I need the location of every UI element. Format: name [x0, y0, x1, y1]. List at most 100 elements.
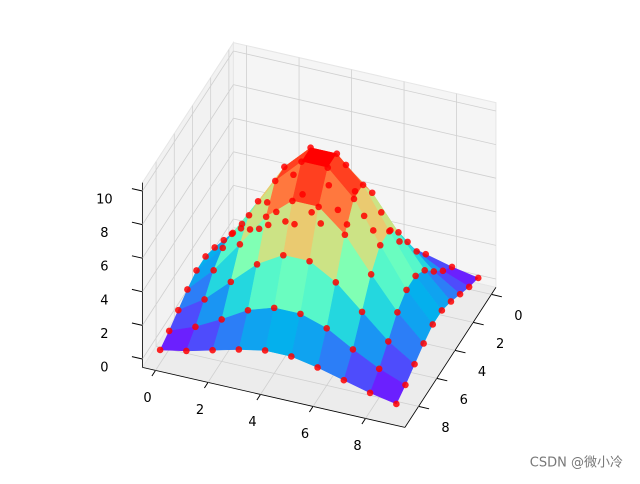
point	[366, 389, 374, 397]
y-tick-label: 4	[478, 365, 486, 380]
point	[325, 181, 333, 189]
x-tick-label: 6	[301, 427, 309, 442]
grid-line	[142, 185, 234, 326]
z-tick	[131, 221, 143, 226]
point	[376, 241, 384, 249]
point	[439, 267, 447, 275]
point	[447, 298, 455, 305]
point	[375, 365, 383, 373]
point	[394, 308, 401, 316]
point	[334, 206, 342, 214]
y-tick	[473, 321, 484, 326]
y-tick	[436, 377, 448, 382]
point	[264, 221, 272, 229]
y-tick	[454, 349, 466, 354]
y-tick-label: 0	[514, 309, 522, 324]
grid-line	[142, 117, 234, 259]
grid-line	[233, 50, 497, 112]
z-tick	[131, 188, 143, 192]
point	[220, 236, 228, 244]
point	[288, 353, 295, 360]
point	[393, 400, 400, 408]
point	[341, 231, 349, 239]
point	[396, 238, 403, 245]
point	[308, 208, 315, 216]
x-tick-label: 2	[196, 403, 204, 418]
z-tick-label: 6	[100, 260, 108, 275]
point	[184, 286, 191, 293]
point	[228, 230, 236, 238]
z-tick-label: 8	[100, 226, 108, 241]
point	[349, 346, 357, 353]
grid-line	[233, 117, 497, 179]
point	[281, 163, 288, 171]
grid-line	[142, 151, 234, 293]
y-tick	[418, 405, 430, 410]
point	[165, 327, 173, 335]
point	[316, 155, 324, 163]
point	[351, 187, 359, 195]
point	[280, 251, 287, 259]
y-tick-label: 6	[460, 393, 468, 408]
point	[314, 364, 321, 371]
point	[307, 144, 314, 152]
point	[290, 171, 297, 179]
point	[402, 381, 409, 389]
point	[367, 271, 375, 278]
point	[262, 213, 270, 221]
point	[192, 323, 199, 331]
watermark: CSDN @微小冷	[530, 456, 623, 471]
point	[340, 376, 348, 384]
point	[412, 272, 419, 280]
point	[369, 227, 377, 234]
point	[438, 307, 446, 314]
point	[227, 278, 235, 286]
point	[175, 306, 182, 314]
point	[273, 208, 280, 216]
point	[386, 227, 393, 235]
grid-line	[233, 84, 497, 145]
point	[413, 248, 420, 255]
grid-line	[155, 346, 419, 407]
point	[343, 221, 351, 228]
y-tick-label: 8	[441, 421, 449, 436]
point	[323, 324, 331, 332]
z-tick	[131, 288, 143, 293]
point	[385, 338, 392, 345]
point	[448, 263, 456, 271]
point	[456, 290, 464, 298]
point	[404, 238, 411, 246]
point	[202, 253, 209, 260]
x-tick	[151, 370, 156, 377]
point	[270, 304, 278, 312]
point	[291, 220, 298, 228]
point	[246, 226, 254, 233]
z-tick-label: 0	[100, 361, 108, 376]
axis-line	[404, 287, 497, 428]
x-tick-label: 8	[353, 439, 361, 454]
z-tick-label: 10	[96, 193, 113, 208]
point	[282, 218, 289, 225]
point	[395, 229, 402, 236]
point	[411, 360, 418, 368]
point	[315, 203, 322, 211]
point	[474, 274, 482, 282]
point	[429, 321, 437, 328]
point	[420, 340, 427, 347]
point	[359, 181, 367, 189]
point	[299, 191, 306, 198]
point	[201, 296, 208, 303]
point	[333, 150, 341, 158]
axis-line	[142, 367, 406, 428]
point	[421, 266, 429, 274]
x-tick-label: 0	[143, 391, 151, 406]
point	[237, 224, 245, 232]
point	[209, 346, 216, 354]
point	[360, 212, 368, 220]
point	[211, 244, 218, 251]
z-tick	[131, 356, 143, 360]
x-tick	[203, 382, 209, 389]
point	[430, 268, 438, 275]
point	[254, 197, 262, 205]
